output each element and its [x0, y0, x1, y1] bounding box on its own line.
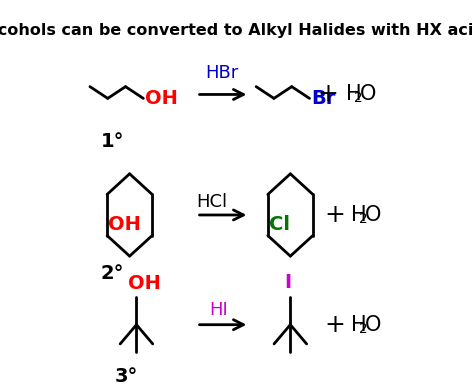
- Text: Br: Br: [311, 89, 336, 108]
- Text: Cl: Cl: [269, 215, 290, 233]
- Text: H: H: [346, 84, 361, 104]
- Text: 1°: 1°: [101, 132, 124, 151]
- Text: HBr: HBr: [205, 64, 238, 82]
- Text: 2: 2: [354, 91, 363, 106]
- Text: H: H: [351, 205, 367, 225]
- Text: OH: OH: [109, 215, 141, 233]
- Text: 3°: 3°: [115, 367, 138, 386]
- Text: +: +: [324, 203, 345, 227]
- Text: OH: OH: [146, 89, 178, 108]
- Text: HI: HI: [209, 301, 228, 319]
- Text: O: O: [365, 205, 381, 225]
- Text: 2: 2: [359, 322, 368, 335]
- Text: O: O: [359, 84, 376, 104]
- Text: HCl: HCl: [196, 193, 227, 211]
- Text: 2: 2: [359, 212, 368, 226]
- Text: O: O: [365, 315, 381, 335]
- Text: Alcohols can be converted to Alkyl Halides with HX acids: Alcohols can be converted to Alkyl Halid…: [0, 23, 474, 38]
- Text: H: H: [351, 315, 367, 335]
- Text: +: +: [318, 83, 338, 106]
- Text: 2°: 2°: [101, 264, 124, 283]
- Text: I: I: [284, 273, 291, 292]
- Text: +: +: [324, 313, 345, 337]
- Text: OH: OH: [128, 274, 161, 293]
